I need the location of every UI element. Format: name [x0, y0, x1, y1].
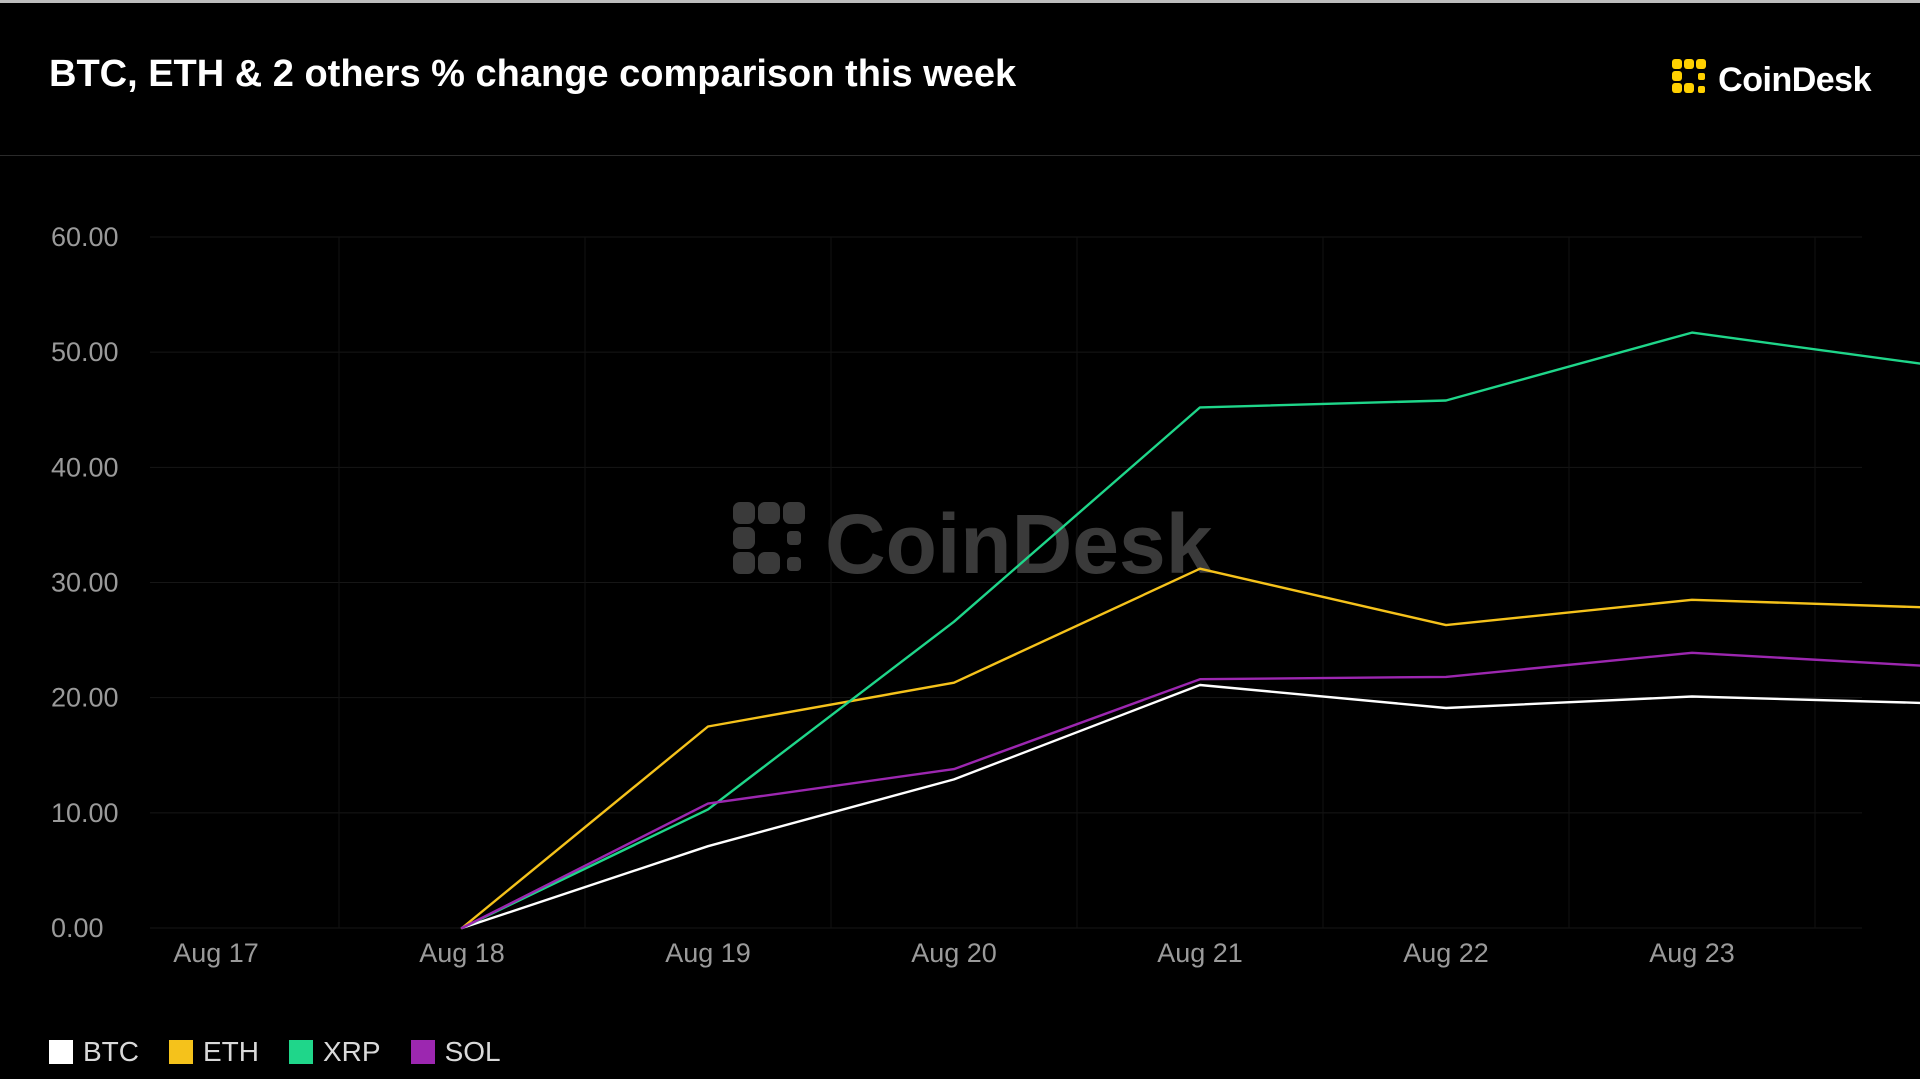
- x-tick-label: Aug 23: [1649, 938, 1735, 968]
- top-border: [0, 0, 1920, 3]
- legend-label: XRP: [323, 1036, 381, 1067]
- watermark-text: CoinDesk: [825, 497, 1213, 591]
- chart-title: BTC, ETH & 2 others % change comparison …: [49, 53, 1017, 95]
- chart-header: BTC, ETH & 2 others % change comparison …: [0, 3, 1920, 156]
- legend-swatch: [49, 1040, 73, 1064]
- legend-label: ETH: [203, 1036, 259, 1067]
- legend-item-btc[interactable]: BTC: [49, 1036, 139, 1068]
- legend-swatch: [289, 1040, 313, 1064]
- y-tick-label: 30.00: [51, 568, 119, 598]
- series-line-xrp: [460, 331, 1920, 930]
- line-chart: CoinDesk 0.00 10.00 20.00 30.00 40.00 50.00 60…: [51, 222, 1920, 968]
- chart-area: CoinDesk 0.00 10.00 20.00 30.00 40.00 50.00 60…: [0, 157, 1920, 1017]
- x-tick-label: Aug 21: [1157, 938, 1243, 968]
- brand-name: CoinDesk: [1718, 61, 1871, 99]
- y-tick-label: 60.00: [51, 222, 119, 252]
- series-line-sol: [460, 651, 1920, 930]
- axes: 0.00 10.00 20.00 30.00 40.00 50.00 60.00 Aug 17…: [51, 222, 1735, 968]
- x-tick-label: Aug 18: [419, 938, 505, 968]
- y-tick-label: 40.00: [51, 452, 119, 482]
- series-line-btc: [460, 683, 1920, 930]
- x-tick-label: Aug 19: [665, 938, 751, 968]
- chart-legend: BTC ETH XRP SOL: [49, 1036, 501, 1068]
- legend-item-xrp[interactable]: XRP: [289, 1036, 381, 1068]
- watermark-logo-icon: [733, 502, 805, 574]
- x-tick-label: Aug 22: [1403, 938, 1489, 968]
- legend-item-sol[interactable]: SOL: [410, 1036, 501, 1068]
- legend-item-eth[interactable]: ETH: [169, 1036, 259, 1068]
- x-tick-label: Aug 20: [911, 938, 997, 968]
- y-tick-label: 20.00: [51, 683, 119, 713]
- legend-swatch: [169, 1040, 193, 1064]
- y-tick-label: 0.00: [51, 913, 104, 943]
- series-line-eth: [460, 567, 1920, 930]
- coindesk-logo-icon: [1672, 59, 1710, 102]
- y-tick-label: 10.00: [51, 798, 119, 828]
- legend-label: SOL: [444, 1036, 501, 1067]
- legend-swatch: [410, 1040, 435, 1064]
- legend-label: BTC: [83, 1036, 139, 1067]
- brand-logo[interactable]: CoinDesk: [1672, 59, 1871, 102]
- x-tick-label: Aug 17: [173, 938, 259, 968]
- series-lines: [460, 331, 1920, 930]
- y-tick-label: 50.00: [51, 337, 119, 367]
- watermark: CoinDesk: [733, 497, 1213, 591]
